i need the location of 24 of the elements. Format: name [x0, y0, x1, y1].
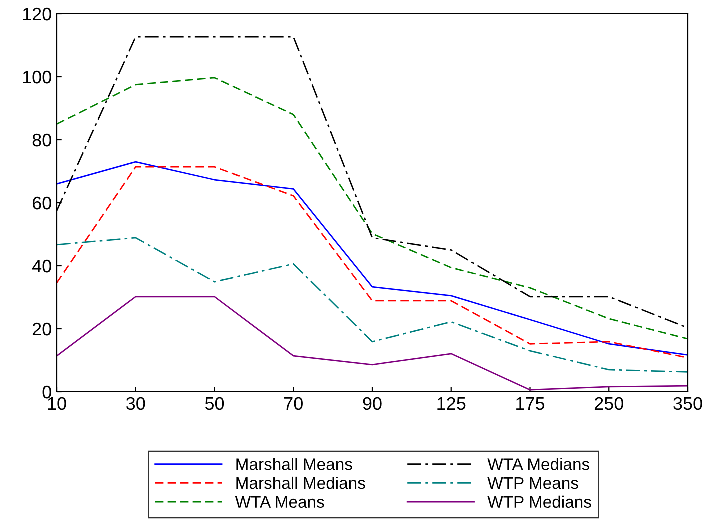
x-tick-label: 125: [438, 397, 466, 410]
y-tick-label: 60: [32, 196, 52, 210]
line-series: [57, 237, 688, 373]
legend-label: WTP Medians: [488, 496, 592, 508]
x-tick-label: 90: [363, 397, 382, 410]
x-tick-label: 250: [594, 397, 624, 410]
y-tick-label: 100: [23, 70, 52, 84]
legend-label: WTP Means: [488, 478, 578, 490]
y-tick-label: 80: [32, 134, 52, 147]
legend-label: Marshall Means: [236, 458, 352, 470]
x-tick-label: 350: [674, 397, 702, 410]
x-tick-label: 175: [516, 398, 545, 410]
legend-label: WTA Means: [235, 496, 324, 508]
x-tick-label: 10: [48, 397, 66, 410]
line-series: [57, 77, 688, 340]
legend-label: WTA Medians: [488, 458, 590, 470]
x-tick-label: 70: [284, 397, 303, 410]
y-tick-label: 0: [42, 386, 52, 399]
y-tick-label: 120: [23, 8, 52, 21]
x-tick-label: 50: [205, 397, 224, 410]
legend-label: Marshall Medians: [236, 476, 366, 490]
y-tick-label: 40: [32, 260, 52, 273]
y-tick-label: 20: [32, 322, 52, 336]
x-tick-label: 30: [126, 397, 146, 410]
